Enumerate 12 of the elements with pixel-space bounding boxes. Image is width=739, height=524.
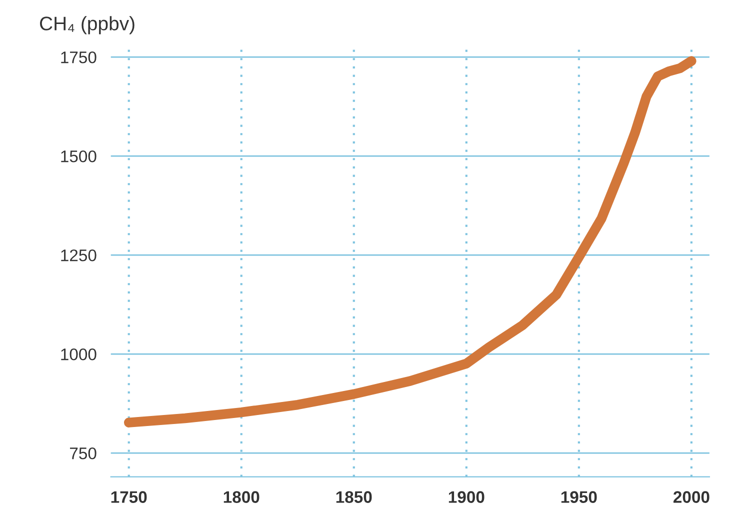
y-axis-title: CH₄ (ppbv) bbox=[40, 16, 134, 34]
y-tick-label: 1750 bbox=[61, 51, 96, 64]
y-tick-label: 750 bbox=[70, 447, 96, 460]
y-tick-label: 1250 bbox=[61, 249, 96, 262]
x-tick-label: 1850 bbox=[336, 491, 372, 503]
x-tick-label: 1900 bbox=[448, 491, 484, 503]
y-tick-label: 1500 bbox=[61, 150, 96, 162]
y-tick-label: 1000 bbox=[61, 348, 96, 360]
x-tick-label: 2000 bbox=[673, 491, 710, 503]
x-tick-label: 1750 bbox=[111, 491, 147, 503]
x-tick-label: 1950 bbox=[561, 491, 597, 503]
x-tick-label: 1800 bbox=[224, 491, 260, 503]
